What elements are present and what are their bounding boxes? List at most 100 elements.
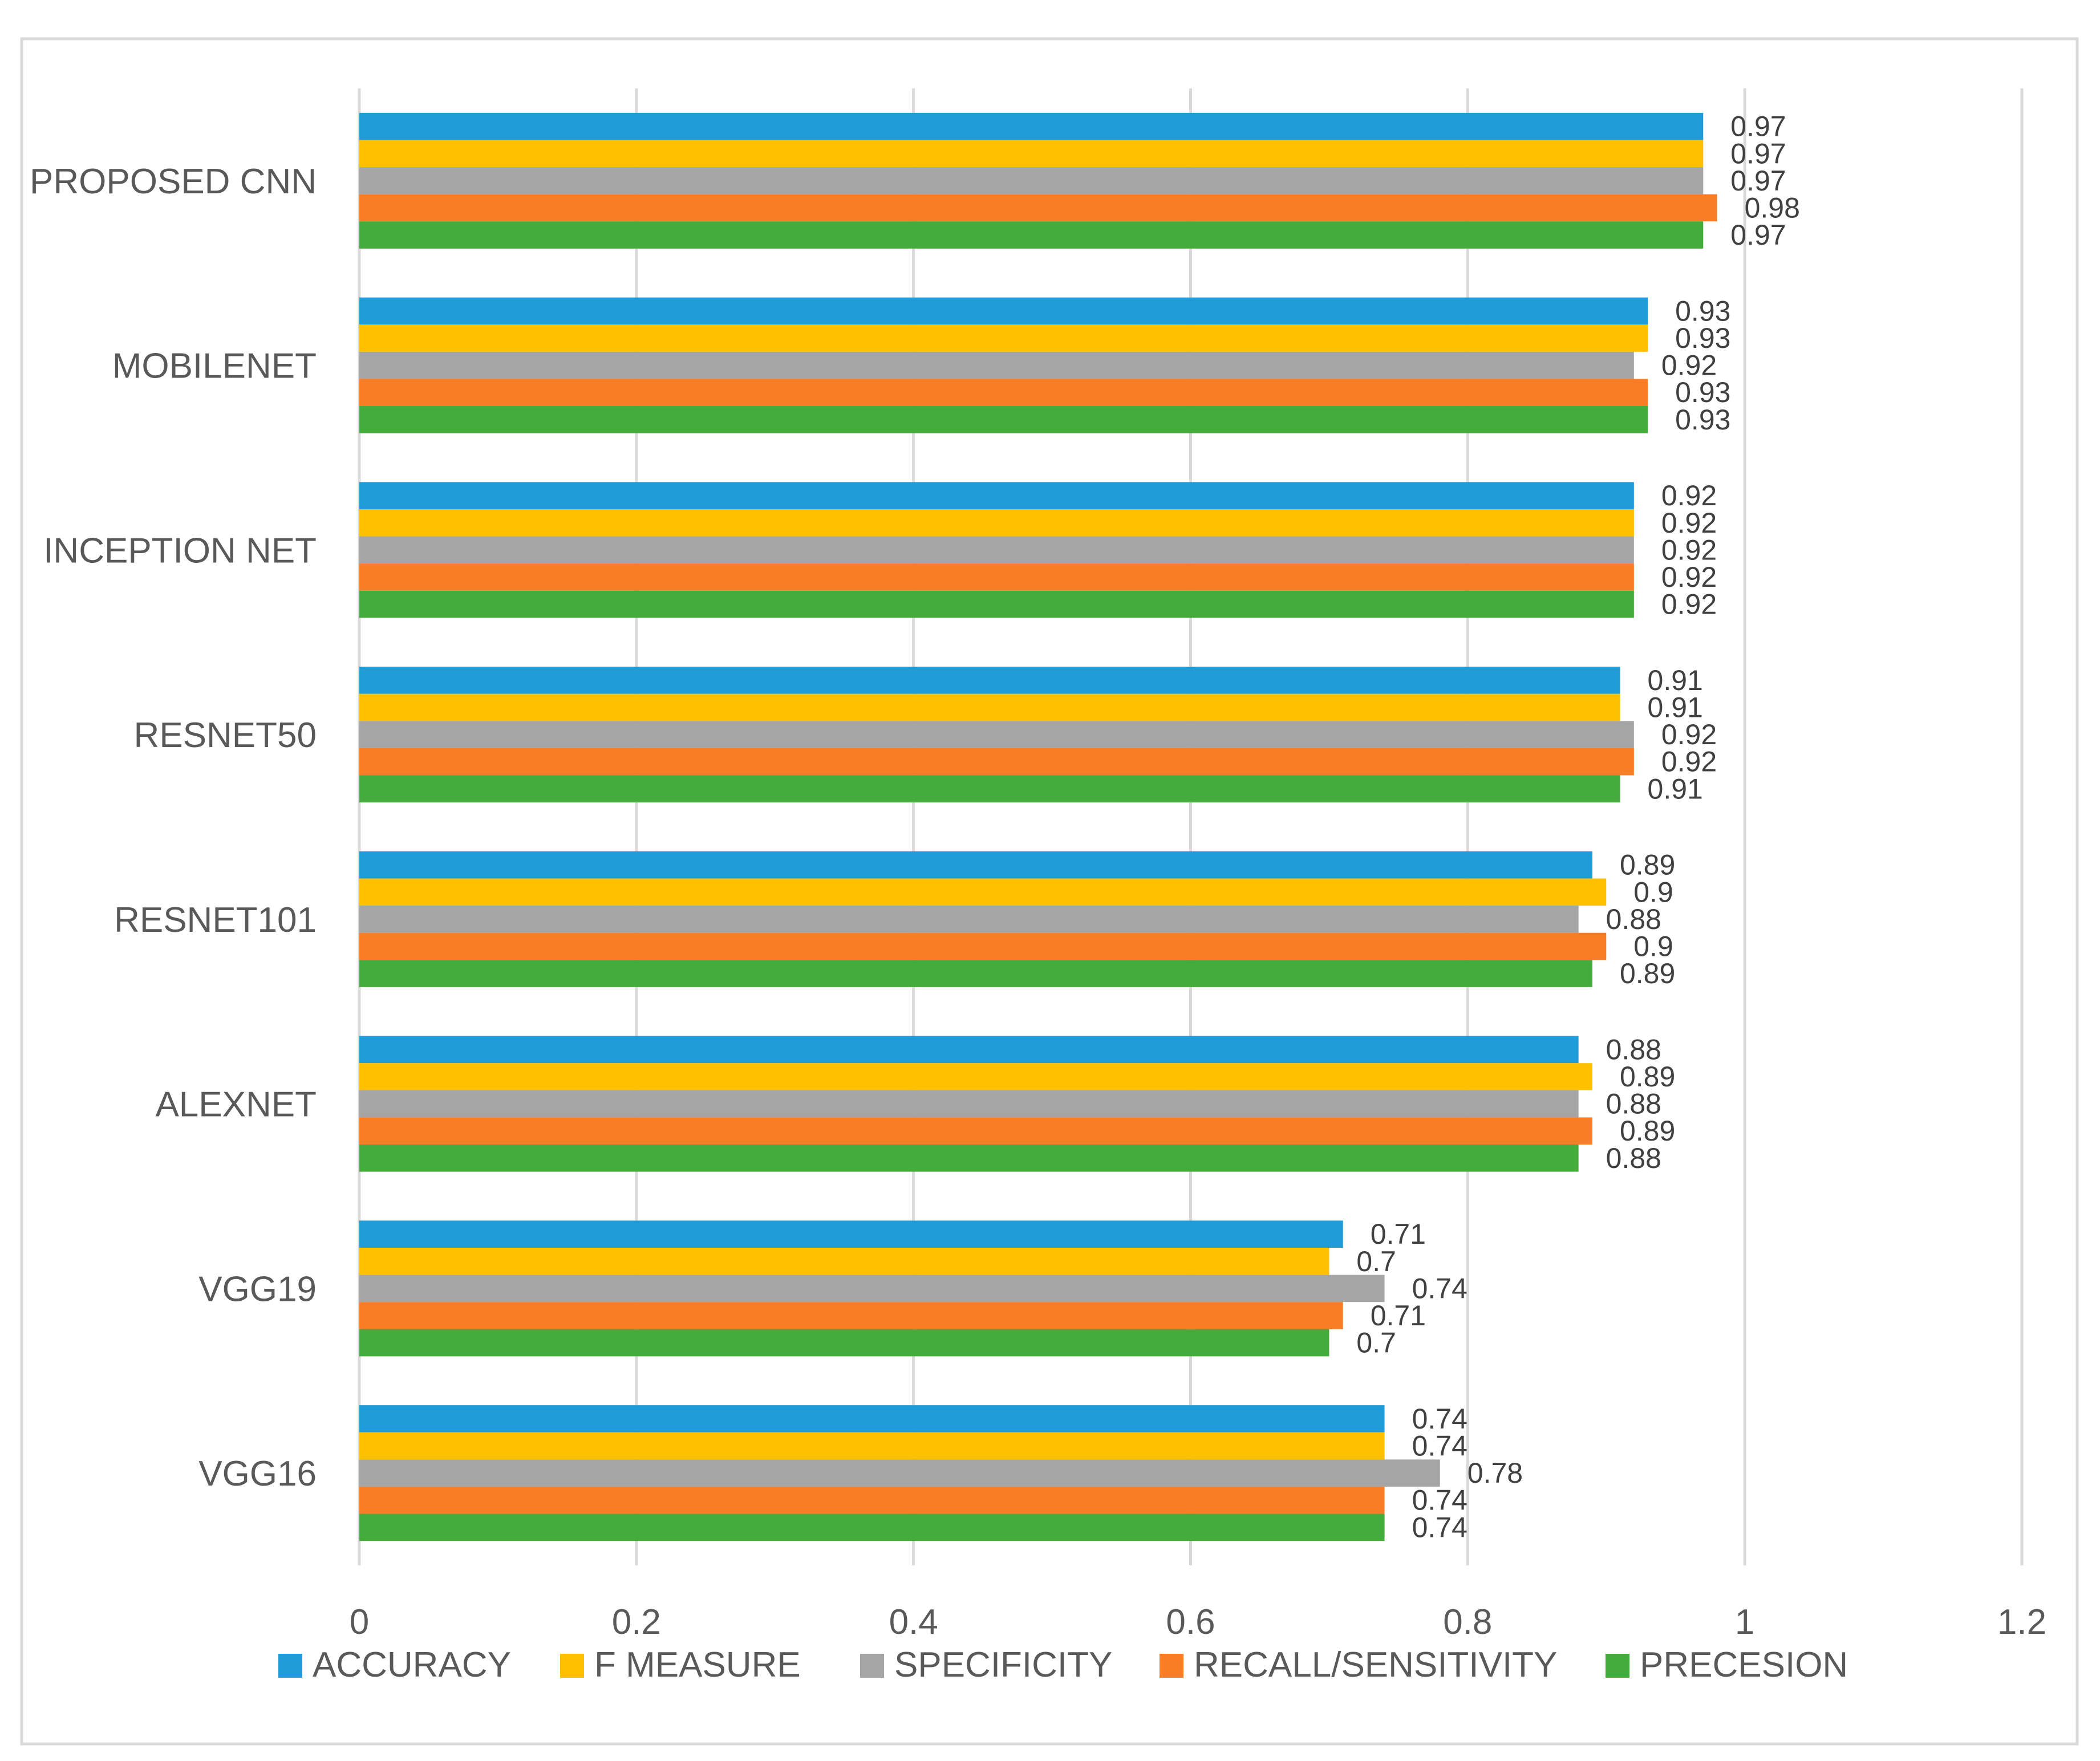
data-label-resnet50-accuracy: 0.91 xyxy=(1648,664,1703,696)
data-label-mobilenet-precesion: 0.93 xyxy=(1675,404,1730,436)
bar-resnet101-recall-sensitivity xyxy=(359,932,1607,960)
value-axis: 0 0.2 0.4 0.6 0.8 1 1.2 xyxy=(350,1602,2046,1642)
data-label-resnet101-precesion: 0.89 xyxy=(1620,957,1675,989)
bar-vgg19-recall-sensitivity xyxy=(359,1302,1343,1329)
x-tick-label: 0.2 xyxy=(612,1602,661,1642)
data-label-inception-net-specificity: 0.92 xyxy=(1661,534,1717,566)
bar-mobilenet-accuracy xyxy=(359,297,1648,325)
data-label-alexnet-specificity: 0.88 xyxy=(1606,1088,1661,1120)
data-label-mobilenet-specificity: 0.92 xyxy=(1661,350,1717,382)
x-tick-label: 0.4 xyxy=(889,1602,938,1642)
data-label-alexnet-f-measure: 0.89 xyxy=(1620,1061,1675,1093)
data-label-resnet50-recall-sensitivity: 0.92 xyxy=(1661,746,1717,778)
data-label-proposed-cnn-specificity: 0.97 xyxy=(1730,165,1786,197)
bar-inception-net-specificity xyxy=(359,536,1634,564)
bar-vgg16-recall-sensitivity xyxy=(359,1486,1385,1514)
bar-mobilenet-specificity xyxy=(359,351,1634,379)
legend-swatch-f-measure xyxy=(560,1654,584,1678)
data-label-proposed-cnn-accuracy: 0.97 xyxy=(1730,111,1786,143)
data-label-resnet50-precesion: 0.91 xyxy=(1648,773,1703,805)
x-tick-label: 0.6 xyxy=(1166,1602,1215,1642)
bar-resnet50-f-measure xyxy=(359,693,1620,721)
data-label-vgg19-accuracy: 0.71 xyxy=(1371,1218,1426,1250)
data-label-resnet101-f-measure: 0.9 xyxy=(1633,876,1673,908)
legend-swatch-recall-sensitivity xyxy=(1160,1654,1183,1678)
legend-label-accuracy: ACCURACY xyxy=(313,1645,511,1685)
data-label-inception-net-f-measure: 0.92 xyxy=(1661,507,1717,539)
bar-proposed-cnn-accuracy xyxy=(359,112,1704,140)
legend-label-precesion: PRECESION xyxy=(1640,1645,1848,1685)
legend: ACCURACY F MEASURE SPECIFICITY RECALL/SENSI… xyxy=(278,1645,1848,1685)
data-labels: 0.970.970.970.980.970.930.930.920.930.93… xyxy=(1356,111,1799,1544)
data-label-resnet101-recall-sensitivity: 0.9 xyxy=(1633,930,1673,962)
data-label-vgg16-precesion: 0.74 xyxy=(1412,1511,1467,1543)
data-label-inception-net-recall-sensitivity: 0.92 xyxy=(1661,561,1717,593)
data-label-vgg16-recall-sensitivity: 0.74 xyxy=(1412,1484,1467,1516)
bar-alexnet-f-measure xyxy=(359,1063,1592,1090)
data-label-resnet50-specificity: 0.92 xyxy=(1661,719,1717,750)
bar-proposed-cnn-f-measure xyxy=(359,140,1704,168)
data-label-mobilenet-recall-sensitivity: 0.93 xyxy=(1675,376,1730,408)
legend-label-f-measure: F MEASURE xyxy=(594,1645,801,1685)
data-label-vgg19-recall-sensitivity: 0.71 xyxy=(1371,1300,1426,1332)
legend-swatch-specificity xyxy=(860,1654,884,1678)
legend-swatch-accuracy xyxy=(278,1654,302,1678)
x-tick-label: 0 xyxy=(350,1602,369,1642)
bar-proposed-cnn-specificity xyxy=(359,167,1704,194)
data-label-proposed-cnn-precesion: 0.97 xyxy=(1730,219,1786,251)
bar-inception-net-recall-sensitivity xyxy=(359,563,1634,591)
data-label-resnet50-f-measure: 0.91 xyxy=(1648,692,1703,724)
bar-resnet101-precesion xyxy=(359,960,1592,987)
category-axis: PROPOSED CNN MOBILENET INCEPTION NET RESNET… xyxy=(30,162,317,1494)
bar-vgg16-precesion xyxy=(359,1514,1385,1541)
data-label-alexnet-recall-sensitivity: 0.89 xyxy=(1620,1115,1675,1147)
bar-vgg19-f-measure xyxy=(359,1247,1329,1275)
bar-proposed-cnn-recall-sensitivity xyxy=(359,194,1717,222)
category-label-vgg16: VGG16 xyxy=(198,1454,317,1494)
category-label-resnet50: RESNET50 xyxy=(134,716,317,755)
bar-mobilenet-precesion xyxy=(359,406,1648,433)
bar-mobilenet-f-measure xyxy=(359,324,1648,352)
x-tick-label: 1.2 xyxy=(1997,1602,2046,1642)
category-label-mobilenet: MOBILENET xyxy=(112,347,317,386)
bar-resnet50-recall-sensitivity xyxy=(359,748,1634,776)
category-label-vgg19: VGG19 xyxy=(198,1269,317,1309)
bar-alexnet-accuracy xyxy=(359,1036,1579,1064)
data-label-alexnet-accuracy: 0.88 xyxy=(1606,1033,1661,1065)
data-label-inception-net-accuracy: 0.92 xyxy=(1661,480,1717,512)
data-label-proposed-cnn-recall-sensitivity: 0.98 xyxy=(1745,192,1800,224)
legend-swatch-precesion xyxy=(1606,1654,1629,1678)
bar-resnet101-accuracy xyxy=(359,851,1592,879)
bars xyxy=(359,112,1717,1541)
data-label-vgg16-f-measure: 0.74 xyxy=(1412,1430,1467,1462)
bar-alexnet-recall-sensitivity xyxy=(359,1117,1592,1145)
data-label-proposed-cnn-f-measure: 0.97 xyxy=(1730,137,1786,169)
data-label-vgg19-specificity: 0.74 xyxy=(1412,1272,1467,1304)
data-label-mobilenet-accuracy: 0.93 xyxy=(1675,295,1730,327)
bar-inception-net-f-measure xyxy=(359,509,1634,537)
data-label-vgg19-f-measure: 0.7 xyxy=(1356,1245,1396,1277)
data-label-mobilenet-f-measure: 0.93 xyxy=(1675,322,1730,354)
bar-vgg19-specificity xyxy=(359,1275,1385,1303)
bar-vgg16-accuracy xyxy=(359,1405,1385,1433)
bar-vgg16-specificity xyxy=(359,1459,1440,1487)
data-label-alexnet-precesion: 0.88 xyxy=(1606,1142,1661,1174)
category-label-proposed-cnn: PROPOSED CNN xyxy=(30,162,317,201)
bar-inception-net-accuracy xyxy=(359,482,1634,509)
bar-alexnet-specificity xyxy=(359,1090,1579,1118)
legend-label-recall-sensitivity: RECALL/SENSITIVITY xyxy=(1194,1645,1557,1685)
bar-vgg19-precesion xyxy=(359,1329,1329,1357)
data-label-vgg16-accuracy: 0.74 xyxy=(1412,1403,1467,1435)
data-label-vgg16-specificity: 0.78 xyxy=(1467,1457,1523,1489)
bar-resnet50-accuracy xyxy=(359,667,1620,694)
bar-alexnet-precesion xyxy=(359,1145,1579,1172)
bar-vgg16-f-measure xyxy=(359,1432,1385,1460)
data-label-vgg19-precesion: 0.7 xyxy=(1356,1327,1396,1359)
bar-vgg19-accuracy xyxy=(359,1220,1343,1248)
data-label-resnet101-specificity: 0.88 xyxy=(1606,903,1661,935)
data-label-resnet101-accuracy: 0.89 xyxy=(1620,849,1675,881)
bar-mobilenet-recall-sensitivity xyxy=(359,379,1648,407)
bar-proposed-cnn-precesion xyxy=(359,221,1704,249)
legend-label-specificity: SPECIFICITY xyxy=(894,1645,1112,1685)
